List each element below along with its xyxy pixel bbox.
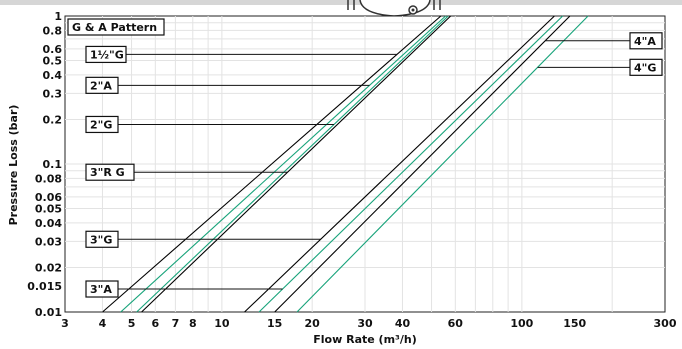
top-strip (0, 0, 682, 5)
series-line-3 (141, 15, 452, 313)
series-line-5 (258, 15, 564, 313)
y-axis-title: Pressure Loss (bar) (7, 105, 20, 226)
x-tick-label: 4 (99, 317, 107, 330)
x-tick-label: 60 (448, 317, 464, 330)
y-tick-label: 0.01 (35, 306, 62, 319)
x-tick-label: 150 (563, 317, 586, 330)
chart-title: G & A Pattern (72, 21, 157, 34)
series-line-7 (296, 15, 589, 313)
series-label: 1½"G (90, 48, 124, 61)
y-tick-label: 0.02 (35, 261, 62, 274)
x-tick-label: 100 (510, 317, 533, 330)
series-label: 4"G (634, 61, 656, 74)
y-tick-label: 0.1 (43, 158, 63, 171)
y-tick-label: 0.8 (43, 24, 63, 37)
label-box (85, 163, 135, 181)
y-tick-label: 0.08 (35, 172, 62, 185)
x-tick-label: 3 (61, 317, 69, 330)
y-tick-label: 0.6 (43, 43, 63, 56)
series-line-4 (244, 15, 555, 313)
x-tick-label: 15 (267, 317, 282, 330)
y-tick-label: 1 (54, 10, 62, 23)
label-box (85, 76, 119, 94)
label-box (629, 58, 663, 76)
y-tick-label: 0.5 (43, 55, 63, 68)
x-tick-label: 5 (128, 317, 136, 330)
y-tick-label: 0.04 (35, 217, 62, 230)
y-tick-label: 0.3 (43, 87, 63, 100)
x-tick-label: 20 (305, 317, 321, 330)
chart-title-box: G & A Pattern (67, 18, 165, 36)
label-box (85, 45, 127, 64)
y-tick-label: 0.2 (43, 113, 63, 126)
x-tick-label: 300 (654, 317, 677, 330)
y-tick-label: 0.015 (27, 280, 62, 293)
series-annotations: 1½"G 2"A 2"G 3"R G 3"G 3"A 4"A 4"G (85, 32, 663, 298)
grid (65, 16, 665, 312)
x-tick-label: 6 (151, 317, 159, 330)
series-line-2 (136, 15, 449, 313)
x-tick-labels: 3 4 5 6 7 8 10 15 20 30 40 60 100 150 300 (61, 317, 677, 330)
series-label: 3"R G (90, 166, 125, 179)
x-tick-label: 10 (214, 317, 230, 330)
y-tick-label: 0.03 (35, 235, 62, 248)
x-tick-label: 40 (395, 317, 411, 330)
x-tick-label: 8 (189, 317, 197, 330)
y-tick-labels: 10.8 0.60.50.4 0.3 0.2 0.10.08 0.060.050.04 0.… (27, 10, 62, 319)
series-lines (102, 15, 589, 313)
x-tick-label: 7 (172, 317, 180, 330)
series-line-1 (120, 15, 446, 313)
x-axis-title: Flow Rate (m³/h) (313, 333, 416, 346)
label-box (85, 280, 119, 298)
series-label: 3"G (90, 233, 112, 246)
series-label: 2"G (90, 118, 112, 131)
series-label: 2"A (90, 79, 112, 92)
pump-logo-icon (347, 0, 441, 17)
label-box (629, 32, 663, 50)
label-box (85, 230, 119, 248)
series-label: 3"A (90, 283, 112, 296)
y-tick-label: 0.05 (35, 203, 62, 216)
series-line-0 (102, 15, 442, 313)
y-tick-label: 0.06 (35, 191, 62, 204)
series-label: 4"A (634, 35, 656, 48)
label-box (85, 115, 119, 134)
x-tick-label: 30 (357, 317, 373, 330)
y-tick-label: 0.4 (43, 69, 63, 82)
series-line-6 (274, 15, 571, 313)
